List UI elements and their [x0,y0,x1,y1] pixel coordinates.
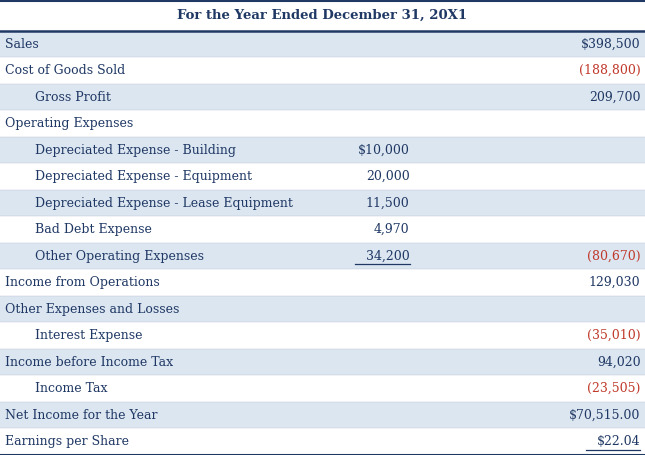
Bar [0,375,645,402]
Text: (35,010): (35,010) [587,329,640,342]
Text: (188,800): (188,800) [579,64,640,77]
Bar [0,429,645,455]
Bar [0,296,645,323]
Text: 34,200: 34,200 [366,250,410,263]
Text: Earnings per Share: Earnings per Share [5,435,129,448]
Text: Other Expenses and Losses: Other Expenses and Losses [5,303,179,316]
Text: 4,970: 4,970 [374,223,410,236]
Bar [0,84,645,111]
Text: $10,000: $10,000 [358,144,410,157]
Text: (80,670): (80,670) [587,250,640,263]
Text: Income from Operations: Income from Operations [5,276,160,289]
Text: $22.04: $22.04 [597,435,640,448]
Bar [0,190,645,217]
Bar [0,111,645,137]
Bar [0,217,645,243]
Bar [0,163,645,190]
Bar [0,349,645,375]
Text: (23,505): (23,505) [587,382,640,395]
Bar [0,402,645,429]
Text: 209,700: 209,700 [589,91,640,104]
Text: Interest Expense: Interest Expense [35,329,143,342]
Text: $70,515.00: $70,515.00 [569,409,640,422]
Text: 20,000: 20,000 [366,170,410,183]
Text: 94,020: 94,020 [597,356,640,369]
Bar [0,57,645,84]
Text: Income before Income Tax: Income before Income Tax [5,356,174,369]
Text: 129,030: 129,030 [589,276,640,289]
Bar [0,323,645,349]
Text: Operating Expenses: Operating Expenses [5,117,134,130]
Text: Depreciated Expense - Equipment: Depreciated Expense - Equipment [35,170,252,183]
Text: Income Tax: Income Tax [35,382,108,395]
Text: Depreciated Expense - Lease Equipment: Depreciated Expense - Lease Equipment [35,197,293,210]
Text: Net Income for the Year: Net Income for the Year [5,409,157,422]
Bar [0,243,645,269]
Bar [0,31,645,57]
Bar [0,269,645,296]
Text: Depreciated Expense - Building: Depreciated Expense - Building [35,144,237,157]
Text: Other Operating Expenses: Other Operating Expenses [35,250,204,263]
Text: Sales: Sales [5,38,39,51]
Bar [0,137,645,163]
Text: Cost of Goods Sold: Cost of Goods Sold [5,64,125,77]
Text: $398,500: $398,500 [581,38,640,51]
Text: For the Year Ended December 31, 20X1: For the Year Ended December 31, 20X1 [177,9,468,22]
Text: Gross Profit: Gross Profit [35,91,112,104]
Text: 11,500: 11,500 [366,197,410,210]
Text: Bad Debt Expense: Bad Debt Expense [35,223,152,236]
